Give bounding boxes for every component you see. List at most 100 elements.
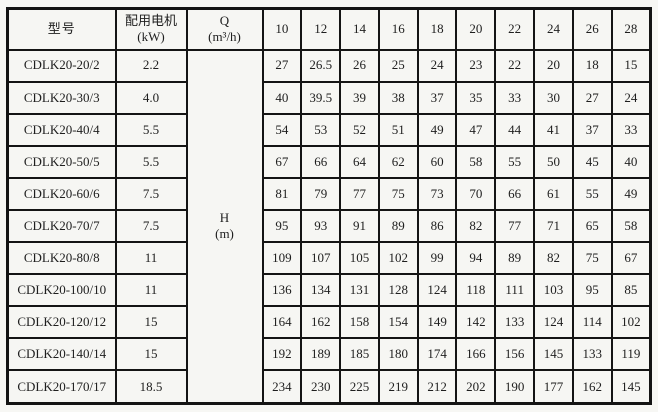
- header-flow-value: 22: [494, 7, 536, 51]
- head-value-cell: 219: [377, 369, 419, 405]
- head-value-cell: 67: [261, 144, 303, 179]
- head-value-cell: 44: [494, 112, 536, 147]
- head-value-cell: 124: [533, 305, 574, 340]
- header-flow-label: Q (m³/h): [185, 7, 264, 51]
- head-value-cell: 124: [416, 273, 458, 308]
- table-row: CDLK20-120/12 15 164 162 158 154 149 142 133 12…: [6, 305, 652, 340]
- head-merged-cell: H (m): [185, 48, 264, 405]
- head-value-cell: 156: [494, 337, 536, 372]
- head-value-cell: 89: [377, 208, 419, 244]
- head-value-cell: 162: [571, 369, 613, 405]
- header-motor-unit: (kW): [137, 29, 165, 45]
- head-value-cell: 118: [455, 273, 497, 308]
- head-value-cell: 185: [339, 337, 380, 372]
- head-value-cell: 24: [416, 48, 458, 83]
- table-row: CDLK20-30/3 4.0 40 39.5 39 38 37 35 33 30 27 24: [6, 80, 652, 115]
- head-value-cell: 37: [416, 80, 458, 115]
- head-value-cell: 64: [339, 144, 380, 179]
- head-value-cell: 105: [339, 241, 380, 276]
- head-value-cell: 35: [455, 80, 497, 115]
- table-row: CDLK20-20/2 2.2 H (m) 27 26.5 26 25 24 23 22 20 18…: [6, 48, 652, 405]
- head-value-cell: 189: [300, 337, 342, 372]
- head-value-cell: 58: [455, 144, 497, 179]
- head-value-cell: 190: [494, 369, 536, 405]
- head-value-cell: 136: [261, 273, 303, 308]
- head-value-cell: 225: [339, 369, 380, 405]
- header-flow-value: 26: [571, 7, 613, 51]
- header-flow-value: 16: [377, 7, 419, 51]
- head-value-cell: 38: [377, 80, 419, 115]
- head-value-cell: 75: [377, 176, 419, 211]
- table-body: CDLK20-20/2 2.2 H (m) 27 26.5 26 25 24 23 22 20 18…: [6, 48, 652, 405]
- power-cell: 4.0: [114, 80, 188, 115]
- head-value-cell: 133: [494, 305, 536, 340]
- head-value-cell: 71: [533, 208, 574, 244]
- head-value-cell: 39: [339, 80, 380, 115]
- head-value-cell: 107: [300, 241, 342, 276]
- header-flow-value: 14: [339, 7, 380, 51]
- power-cell: 15: [114, 305, 188, 340]
- table-row: CDLK20-140/14 15 192 189 185 180 174 166 156 14…: [6, 337, 652, 372]
- head-value-cell: 52: [339, 112, 380, 147]
- head-value-cell: 145: [610, 369, 652, 405]
- head-value-cell: 40: [261, 80, 303, 115]
- table-row: CDLK20-70/7 7.5 95 93 91 89 86 82 77 71 65 58: [6, 208, 652, 244]
- head-value-cell: 49: [416, 112, 458, 147]
- head-value-cell: 47: [455, 112, 497, 147]
- head-value-cell: 109: [261, 241, 303, 276]
- head-value-cell: 174: [416, 337, 458, 372]
- head-value-cell: 51: [377, 112, 419, 147]
- head-value-cell: 164: [261, 305, 303, 340]
- head-value-cell: 85: [610, 273, 652, 308]
- model-cell: CDLK20-100/10: [6, 273, 117, 308]
- table-row: CDLK20-100/10 11 136 134 131 128 124 118 111 10…: [6, 273, 652, 308]
- head-value-cell: 30: [533, 80, 574, 115]
- head-value-cell: 37: [571, 112, 613, 147]
- head-value-cell: 15: [610, 48, 652, 83]
- head-value-cell: 24: [610, 80, 652, 115]
- head-value-cell: 75: [571, 241, 613, 276]
- head-value-cell: 70: [455, 176, 497, 211]
- head-value-cell: 55: [494, 144, 536, 179]
- head-value-cell: 134: [300, 273, 342, 308]
- head-value-cell: 91: [339, 208, 380, 244]
- head-value-cell: 82: [533, 241, 574, 276]
- head-value-cell: 41: [533, 112, 574, 147]
- head-value-cell: 62: [377, 144, 419, 179]
- header-flow-value: 28: [610, 7, 652, 51]
- head-value-cell: 26.5: [300, 48, 342, 83]
- pump-performance-table: 型号 配用电机 (kW) Q (m³/h) 10 12 14 16 18 20 22 24 26…: [6, 7, 652, 405]
- head-value-cell: 27: [261, 48, 303, 83]
- head-value-cell: 61: [533, 176, 574, 211]
- table-row: CDLK20-50/5 5.5 67 66 64 62 60 58 55 50 45 40: [6, 144, 652, 179]
- head-value-cell: 145: [533, 337, 574, 372]
- head-value-cell: 230: [300, 369, 342, 405]
- head-value-cell: 33: [494, 80, 536, 115]
- head-value-cell: 212: [416, 369, 458, 405]
- header-flow-value: 10: [261, 7, 303, 51]
- head-unit: (m): [215, 226, 234, 242]
- power-cell: 5.5: [114, 112, 188, 147]
- header-flow-value: 12: [300, 7, 342, 51]
- model-cell: CDLK20-20/2: [6, 48, 117, 83]
- head-value-cell: 158: [339, 305, 380, 340]
- model-cell: CDLK20-50/5: [6, 144, 117, 179]
- head-value-cell: 166: [455, 337, 497, 372]
- header-row: 型号 配用电机 (kW) Q (m³/h) 10 12 14 16 18 20 22 24 26…: [6, 7, 652, 51]
- head-value-cell: 131: [339, 273, 380, 308]
- head-value-cell: 55: [571, 176, 613, 211]
- head-value-cell: 192: [261, 337, 303, 372]
- model-cell: CDLK20-170/17: [6, 369, 117, 405]
- head-value-cell: 66: [494, 176, 536, 211]
- power-cell: 11: [114, 241, 188, 276]
- head-value-cell: 79: [300, 176, 342, 211]
- power-cell: 7.5: [114, 208, 188, 244]
- head-value-cell: 95: [261, 208, 303, 244]
- header-flow-value: 24: [533, 7, 574, 51]
- head-value-cell: 234: [261, 369, 303, 405]
- head-value-cell: 86: [416, 208, 458, 244]
- head-value-cell: 23: [455, 48, 497, 83]
- model-cell: CDLK20-30/3: [6, 80, 117, 115]
- model-cell: CDLK20-70/7: [6, 208, 117, 244]
- head-value-cell: 53: [300, 112, 342, 147]
